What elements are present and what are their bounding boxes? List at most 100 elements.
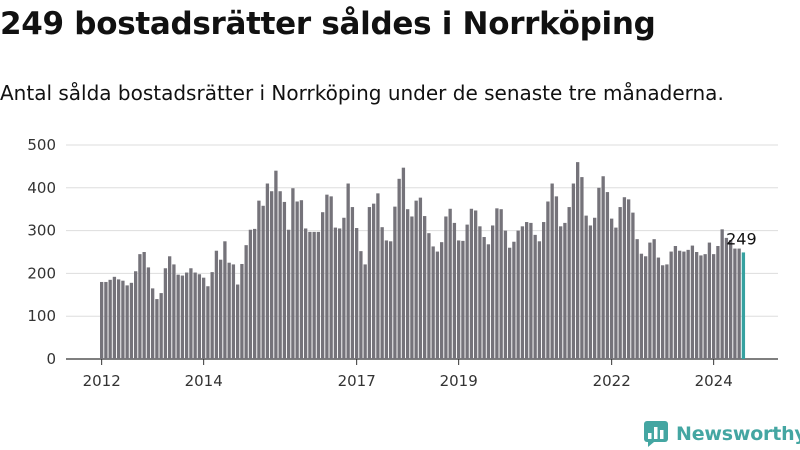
bar — [291, 188, 295, 359]
bar — [724, 237, 729, 359]
bar — [525, 222, 529, 359]
bar — [567, 207, 571, 359]
bar — [418, 197, 423, 359]
bar — [210, 272, 214, 359]
x-axis: 2012 2014 2017 2019 2022 2024 — [83, 359, 733, 390]
bar — [312, 231, 316, 359]
bar — [690, 245, 695, 359]
bar — [431, 246, 435, 359]
bar — [299, 200, 304, 359]
bar — [202, 277, 206, 359]
bar — [452, 222, 457, 359]
bar — [563, 222, 567, 359]
bar — [682, 251, 686, 359]
bar — [100, 281, 104, 359]
bar — [376, 193, 380, 359]
bar — [542, 222, 546, 359]
bar — [129, 282, 134, 359]
bar — [559, 226, 563, 359]
bar — [193, 272, 197, 359]
bar — [550, 183, 554, 359]
bar — [265, 183, 270, 359]
bar — [125, 285, 129, 359]
newsworthy-logo: Newsworthy — [644, 420, 800, 448]
bar — [554, 196, 559, 359]
bar — [176, 274, 180, 359]
bar — [729, 240, 733, 359]
chart-subtitle: Antal sålda bostadsrätter i Norrköping u… — [0, 81, 724, 105]
bar — [151, 288, 155, 359]
bar — [537, 241, 542, 359]
bar — [652, 239, 656, 359]
bar — [406, 209, 410, 359]
bar — [440, 242, 444, 359]
bar — [401, 167, 406, 359]
bar — [159, 293, 163, 359]
bar — [448, 208, 452, 359]
bar — [295, 201, 299, 359]
bar — [499, 209, 503, 359]
x-tick-label: 2017 — [338, 372, 376, 390]
bar — [138, 254, 142, 359]
bar — [257, 200, 261, 359]
bar — [720, 229, 724, 359]
bar — [529, 222, 533, 359]
bar — [253, 228, 257, 359]
bar — [580, 177, 584, 359]
bar — [104, 281, 108, 359]
bar — [185, 272, 189, 359]
bar — [168, 256, 172, 359]
brand-name: Newsworthy — [676, 423, 800, 445]
bar — [197, 274, 202, 359]
bar — [427, 233, 431, 359]
bar — [588, 225, 593, 359]
bar — [146, 267, 151, 359]
bar — [465, 224, 469, 359]
bar — [423, 216, 427, 359]
bar — [516, 230, 520, 359]
bar — [321, 212, 325, 359]
bar — [457, 240, 461, 359]
bar — [737, 248, 741, 359]
bar — [605, 192, 610, 359]
bar — [665, 264, 669, 359]
bar — [414, 200, 418, 359]
bar — [274, 170, 278, 359]
x-tick-label: 2022 — [593, 372, 631, 390]
bar — [363, 264, 367, 359]
bar — [648, 242, 652, 359]
bar — [622, 197, 627, 359]
bar — [435, 251, 440, 359]
bar — [686, 249, 690, 359]
bar — [576, 162, 580, 359]
bar — [669, 251, 673, 359]
bar — [661, 265, 665, 359]
bar — [639, 253, 644, 359]
bar — [350, 207, 355, 359]
bar — [134, 271, 138, 359]
bar — [325, 194, 329, 359]
bar — [712, 254, 716, 359]
bar — [733, 248, 737, 359]
bar — [627, 199, 631, 359]
y-tick-label: 0 — [46, 350, 56, 368]
bar — [520, 226, 525, 359]
bar — [155, 299, 159, 359]
bar — [180, 275, 185, 359]
x-tick-label: 2019 — [440, 372, 478, 390]
bar — [372, 203, 376, 359]
bar — [656, 257, 661, 359]
bar — [172, 264, 176, 359]
y-tick-label: 100 — [27, 307, 56, 325]
bar — [508, 247, 512, 359]
bar — [461, 240, 465, 359]
bar — [533, 234, 537, 359]
bar — [359, 251, 363, 359]
bar — [380, 227, 384, 359]
bar — [304, 228, 308, 359]
bar — [333, 227, 338, 359]
bar — [287, 229, 291, 359]
bar — [214, 250, 219, 359]
last-value-label: 249 — [726, 229, 757, 248]
